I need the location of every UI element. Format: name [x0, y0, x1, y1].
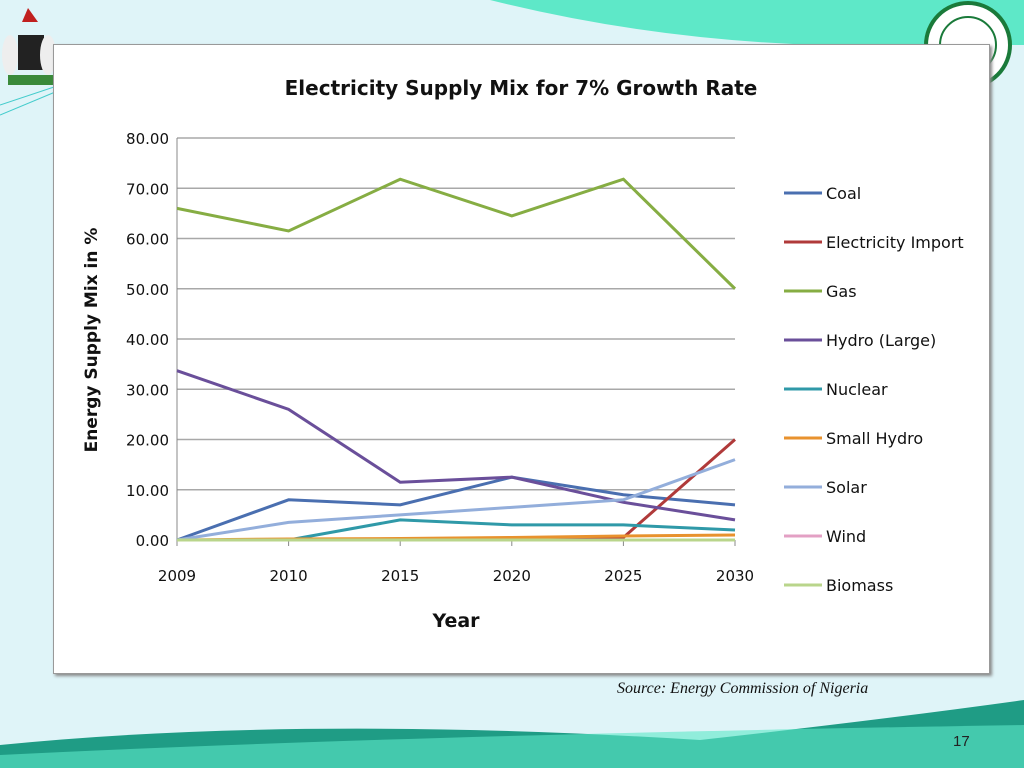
- legend-label: Wind: [826, 527, 866, 546]
- y-tick-label: 20.00: [126, 432, 169, 450]
- series-line-coal: [176, 475, 736, 542]
- x-tick-label: 2010: [270, 567, 308, 585]
- y-tick-label: 60.00: [126, 231, 169, 249]
- x-axis-label: Year: [431, 610, 480, 632]
- coat-of-arms-logo: [2, 8, 56, 85]
- legend-label: Electricity Import: [826, 233, 964, 252]
- series-line-solar: [176, 458, 736, 542]
- y-tick-label: 40.00: [126, 331, 169, 349]
- y-tick-label: 70.00: [126, 180, 169, 198]
- legend-label: Solar: [826, 478, 867, 497]
- page-number: 17: [953, 733, 970, 750]
- x-tick-label: 2020: [493, 567, 531, 585]
- line-chart: Electricity Supply Mix for 7% Growth Rat…: [82, 76, 964, 632]
- y-tick-label: 30.00: [126, 381, 169, 399]
- legend-label: Biomass: [826, 576, 893, 595]
- chart-title: Electricity Supply Mix for 7% Growth Rat…: [285, 76, 758, 100]
- x-tick-label: 2025: [604, 567, 642, 585]
- y-tick-label: 50.00: [126, 281, 169, 299]
- x-tick-label: 2015: [381, 567, 419, 585]
- legend-label: Small Hydro: [826, 429, 923, 448]
- x-tick-label: 2030: [716, 567, 754, 585]
- y-tick-label: 0.00: [136, 532, 169, 550]
- source-note: Source: Energy Commission of Nigeria: [617, 680, 869, 697]
- legend-label: Coal: [826, 184, 861, 203]
- y-tick-label: 80.00: [126, 130, 169, 148]
- series-line-hydro-large-: [176, 369, 736, 522]
- legend-label: Hydro (Large): [826, 331, 936, 350]
- y-tick-label: 10.00: [126, 482, 169, 500]
- series-line-gas: [176, 177, 737, 290]
- legend-label: Gas: [826, 282, 857, 301]
- legend-label: Nuclear: [826, 380, 888, 399]
- x-tick-label: 2009: [158, 567, 196, 585]
- chart-frame: Electricity Supply Mix for 7% Growth Rat…: [53, 44, 990, 674]
- y-axis-label: Energy Supply Mix in %: [82, 228, 102, 453]
